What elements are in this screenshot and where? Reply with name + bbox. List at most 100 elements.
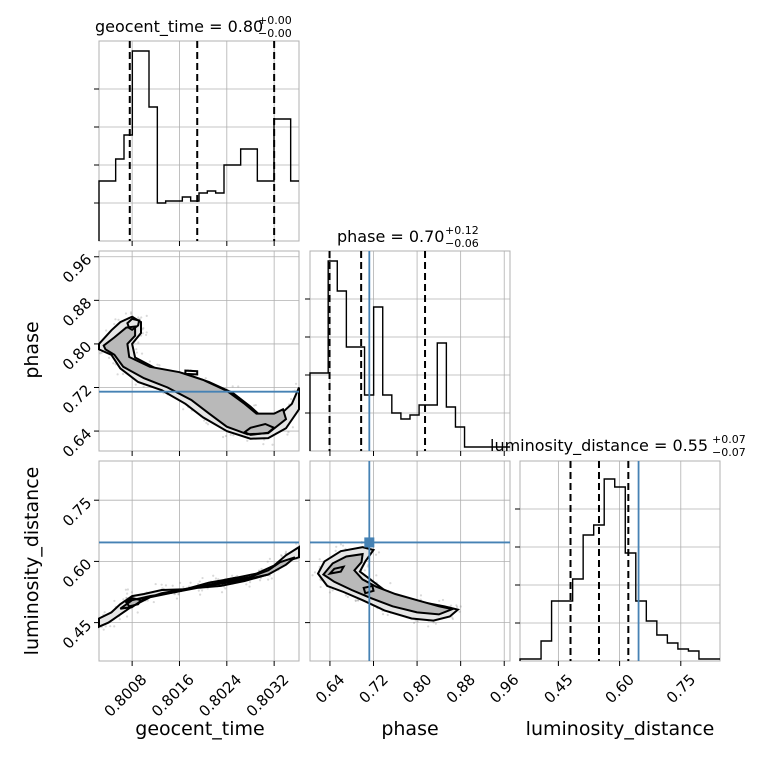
sample-point	[164, 584, 168, 587]
sample-point	[224, 587, 227, 590]
x-tick-label-luminosity-distance: 0.75	[663, 671, 699, 707]
sample-point	[104, 625, 107, 628]
x-tick-label-luminosity-distance: 0.45	[540, 671, 576, 707]
sample-point	[221, 435, 225, 439]
sample-point	[161, 587, 164, 590]
sample-point	[313, 571, 317, 574]
contour-inner	[126, 317, 141, 331]
sample-point	[414, 619, 417, 622]
histogram-phase	[309, 260, 510, 451]
sample-point	[331, 589, 334, 592]
sample-point	[451, 616, 454, 619]
sample-point	[294, 382, 298, 385]
sample-point	[254, 404, 257, 407]
sample-point	[202, 419, 206, 422]
sample-point	[354, 599, 357, 603]
contour-fill-middle	[103, 326, 286, 435]
sample-point	[116, 373, 119, 376]
sample-point	[118, 618, 121, 621]
y-axis-label-luminosity-distance: luminosity_distance	[21, 467, 43, 656]
sample-point	[126, 592, 129, 595]
title-geocent-time-sub: −0.00	[258, 27, 292, 40]
hist-panel-geocent-time	[94, 40, 300, 246]
contour-inner	[124, 597, 143, 608]
x-tick-label-geocent-time: 0.8016	[148, 671, 198, 721]
sample-point	[231, 385, 234, 388]
sample-point	[438, 599, 441, 603]
sample-point	[451, 617, 454, 621]
sample-point	[245, 583, 248, 586]
x-tick-label-phase: 0.88	[443, 671, 479, 707]
sample-point	[205, 421, 208, 424]
sample-point	[182, 408, 185, 411]
sample-point	[258, 579, 262, 582]
sample-point	[271, 443, 274, 446]
sample-point	[134, 383, 137, 386]
panel-frame	[98, 250, 300, 452]
sample-point	[122, 598, 125, 601]
sample-point	[339, 543, 343, 546]
sample-point	[148, 360, 151, 363]
sample-point	[311, 574, 314, 577]
sample-point	[142, 326, 145, 330]
sample-point	[354, 599, 357, 602]
sample-point	[126, 588, 130, 591]
sample-point	[357, 599, 360, 602]
sample-point	[266, 560, 269, 563]
sample-point	[246, 439, 249, 442]
contour-inner	[362, 584, 375, 595]
title-phase-sup: +0.12	[445, 224, 479, 237]
sample-point	[135, 348, 138, 351]
sample-point	[419, 594, 423, 597]
sample-point	[334, 549, 337, 553]
sample-point	[113, 625, 116, 628]
title-luminosity-distance-sup: +0.07	[712, 433, 746, 446]
x-axis-label-geocent-time: geocent_time	[135, 718, 264, 740]
x-axis-label-phase: phase	[381, 718, 438, 740]
x-tick-label-phase: 0.72	[356, 671, 392, 707]
sample-point	[182, 585, 185, 589]
x-tick-label-geocent-time: 0.8008	[101, 671, 151, 721]
sample-point	[212, 574, 215, 577]
sample-point	[220, 591, 224, 594]
title-phase-sub: −0.06	[445, 237, 479, 250]
sample-point	[377, 551, 381, 554]
sample-point	[189, 581, 192, 584]
sample-point	[455, 604, 458, 607]
contour-fill-middle	[323, 554, 453, 615]
histogram-geocent-time	[98, 50, 299, 241]
sample-point	[356, 599, 359, 602]
sample-point	[441, 598, 445, 602]
sample-point	[416, 620, 419, 623]
y-tick-label-phase: 0.72	[59, 381, 95, 417]
title-geocent-time: geocent_time = 0.80	[95, 17, 263, 37]
sample-point	[374, 553, 378, 556]
contour-inner	[223, 576, 242, 583]
contour-inner	[184, 369, 199, 376]
sample-point	[171, 584, 174, 587]
x-tick-label-phase: 0.80	[399, 671, 435, 707]
y-tick-label-phase: 0.80	[59, 338, 95, 374]
contour-outer	[98, 315, 300, 440]
contour-middle	[321, 552, 457, 616]
sample-point	[449, 604, 453, 607]
sample-point	[267, 578, 270, 581]
sample-point	[280, 555, 283, 558]
sample-point	[287, 431, 290, 434]
y-axis-label-phase: phase	[21, 321, 43, 378]
sample-point	[237, 385, 240, 388]
sample-point	[375, 574, 378, 577]
sample-point	[270, 577, 273, 580]
sample-point	[319, 585, 322, 589]
sample-point	[140, 352, 144, 355]
sample-point	[179, 581, 182, 584]
title-phase: phase = 0.70	[337, 227, 444, 246]
sample-point	[129, 311, 133, 314]
sample-point	[141, 332, 144, 335]
sample-point	[152, 600, 155, 604]
y-tick-label-luminosity-distance: 0.75	[59, 494, 95, 530]
sample-point	[280, 554, 283, 557]
panel-frame	[98, 40, 300, 242]
sample-point	[291, 426, 294, 429]
sample-point	[427, 625, 430, 628]
